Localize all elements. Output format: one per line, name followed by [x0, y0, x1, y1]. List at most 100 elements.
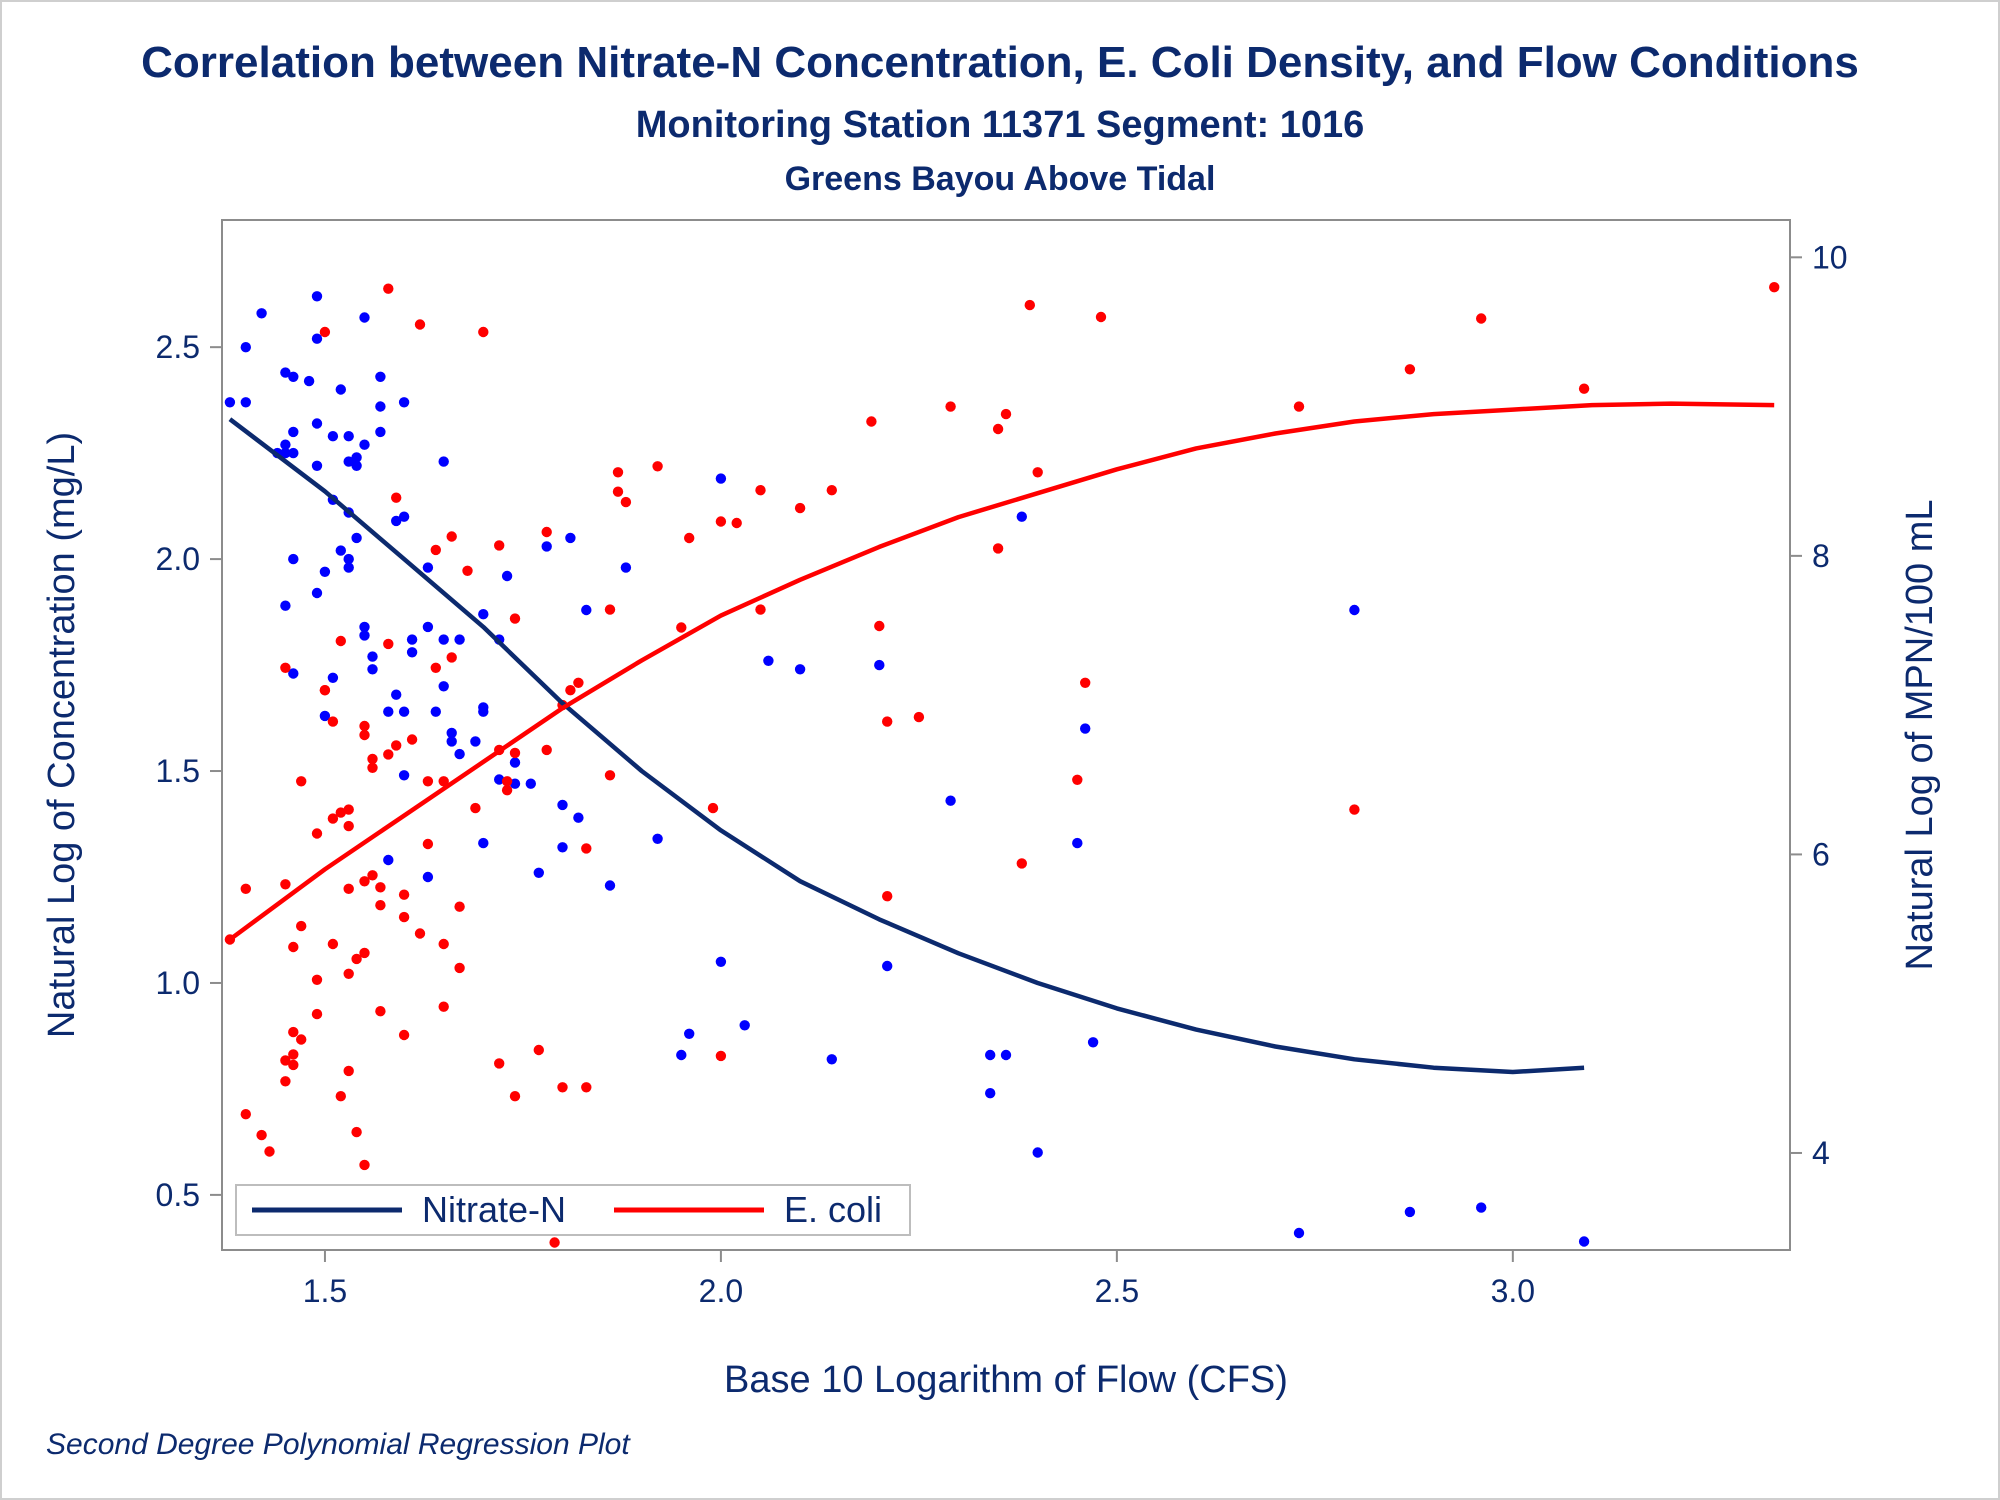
e-coli-point	[296, 776, 307, 787]
e-coli-point	[1032, 467, 1043, 478]
e-coli-point	[375, 1006, 386, 1017]
x-axis-label: Base 10 Logarithm of Flow (CFS)	[724, 1359, 1288, 1401]
e-coli-point	[565, 685, 576, 696]
nitrate-n-point	[367, 664, 378, 675]
nitrate-n-point	[604, 880, 616, 891]
nitrate-n-point	[501, 570, 513, 582]
nitrate-n-fit-line	[228, 417, 1585, 1075]
e-coli-point	[311, 828, 323, 839]
e-coli-point	[367, 753, 378, 765]
nitrate-n-point	[763, 655, 774, 666]
nitrate-n-point	[826, 1054, 837, 1065]
nitrate-n-point	[327, 672, 339, 683]
e-coli-point	[359, 720, 370, 732]
e-coli-point	[478, 326, 489, 338]
e-coli-point	[715, 1050, 727, 1062]
nitrate-n-point	[351, 460, 362, 471]
nitrate-n-point	[391, 515, 402, 527]
e-coli-point	[296, 1034, 307, 1045]
nitrate-n-point	[406, 634, 418, 645]
e-coli-point	[612, 486, 624, 497]
nitrate-n-point	[1087, 1037, 1099, 1048]
nitrate-n-point	[422, 621, 434, 633]
e-coli-point	[398, 889, 410, 900]
e-coli-point	[351, 953, 362, 965]
nitrate-n-point	[652, 833, 663, 844]
nitrate-n-point	[343, 456, 354, 467]
nitrate-n-point	[319, 566, 331, 577]
e-coli-point	[335, 807, 346, 818]
nitrate-n-point	[288, 371, 299, 382]
nitrate-n-point	[311, 333, 323, 344]
e-coli-point	[319, 326, 331, 338]
e-coli-point	[446, 531, 457, 542]
nitrate-n-point	[335, 545, 346, 556]
e-coli-point	[509, 1091, 521, 1102]
nitrate-n-point	[620, 562, 632, 573]
e-coli-point	[343, 968, 354, 979]
nitrate-n-point	[478, 609, 489, 620]
e-coli-point	[992, 543, 1004, 554]
e-coli-point	[707, 802, 719, 814]
nitrate-n-point	[1072, 837, 1083, 849]
e-coli-point	[509, 613, 521, 624]
nitrate-n-point	[1578, 1236, 1590, 1247]
e-coli-point	[296, 920, 307, 932]
e-coli-point	[755, 485, 766, 496]
e-coli-point	[1476, 313, 1487, 324]
e-coli-point	[280, 1055, 291, 1066]
e-coli-point	[612, 467, 624, 478]
nitrate-n-point	[509, 757, 521, 768]
e-coli-point	[494, 1058, 505, 1069]
nitrate-n-point	[375, 401, 386, 412]
nitrate-n-point	[391, 689, 402, 700]
nitrate-n-point	[256, 308, 267, 319]
e-coli-point	[604, 770, 616, 781]
nitrate-n-point	[280, 439, 291, 450]
nitrate-n-point	[1349, 604, 1360, 616]
e-coli-point	[327, 938, 339, 950]
e-coli-point	[501, 785, 513, 796]
axes-layer: 1.5 2.0 2.5 3.0 0.5 1.0 1.5 2.0 2.5 4 6 8 10 Base 10 …	[41, 219, 1941, 1401]
e-coli-point	[992, 423, 1004, 435]
e-coli-point	[446, 652, 457, 663]
nitrate-n-point	[311, 291, 323, 302]
e-coli-point	[913, 711, 925, 723]
y-axis-label-right: Natural Log of MPN/100 mL	[1899, 499, 1941, 970]
e-coli-point	[604, 604, 616, 615]
nitrate-n-point	[351, 452, 362, 463]
nitrate-n-point	[470, 736, 481, 747]
e-coli-point	[335, 635, 346, 647]
nitrate-n-point	[565, 532, 576, 544]
e-coli-point	[882, 716, 893, 727]
nitrate-n-point	[715, 956, 727, 967]
e-coli-point	[438, 1001, 449, 1012]
nitrate-n-point	[327, 431, 339, 442]
e-coli-point	[1095, 311, 1107, 323]
e-coli-point	[414, 319, 426, 330]
e-coli-point	[359, 729, 370, 741]
e-coli-point	[1404, 364, 1416, 375]
e-coli-point	[256, 1129, 267, 1141]
nitrate-n-point	[375, 426, 386, 438]
e-coli-point	[311, 1008, 323, 1020]
e-coli-point	[430, 544, 441, 556]
nitrate-n-point	[422, 871, 434, 883]
e-coli-point	[794, 502, 806, 514]
e-coli-point	[406, 734, 418, 745]
e-coli-point	[343, 883, 354, 894]
nitrate-n-point	[446, 736, 457, 747]
e-coli-point	[422, 776, 434, 787]
e-coli-point	[1578, 383, 1590, 394]
nitrate-n-point	[985, 1049, 996, 1061]
nitrate-n-point	[454, 634, 465, 645]
e-coli-point	[430, 662, 441, 673]
chart-subtitle-2: Greens Bayou Above Tidal	[784, 160, 1216, 198]
nitrate-n-point	[533, 867, 544, 878]
nitrate-n-point	[351, 532, 362, 544]
e-coli-point	[1024, 299, 1036, 311]
y-tick-label-right: 6	[1812, 836, 1830, 872]
e-coli-point	[866, 416, 877, 427]
nitrate-n-point	[438, 634, 449, 645]
legend-label-e-coli: E. coli	[784, 1189, 882, 1230]
